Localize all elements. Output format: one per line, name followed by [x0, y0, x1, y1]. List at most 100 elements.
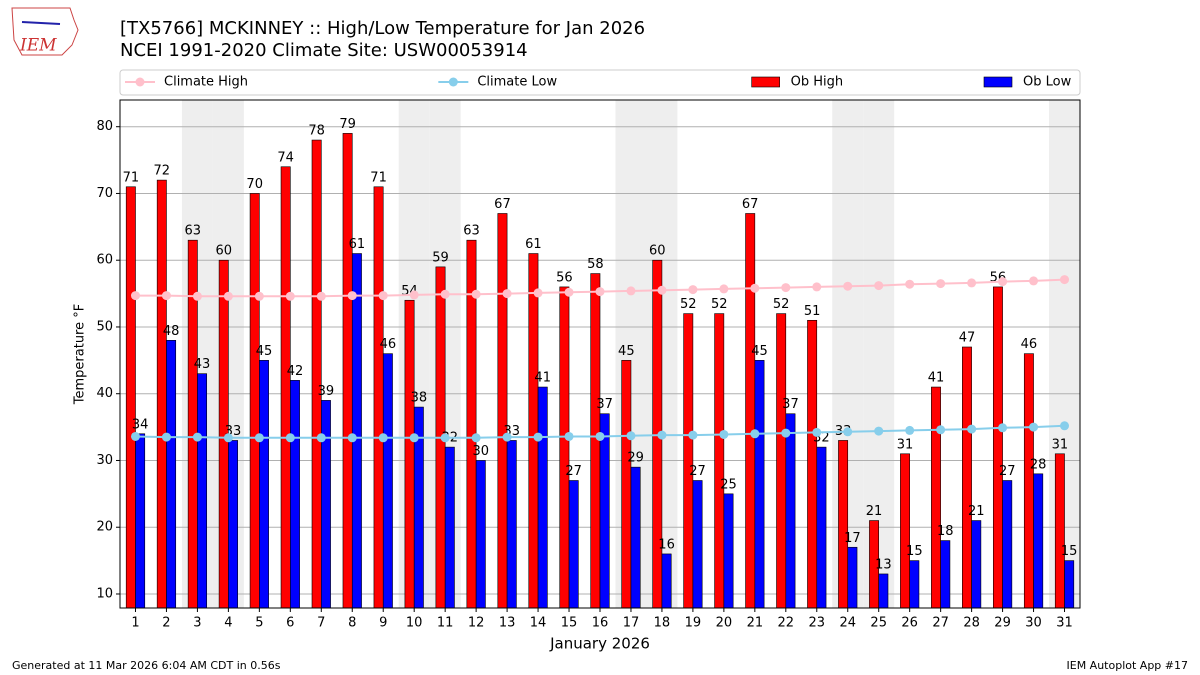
bar: [971, 520, 982, 609]
bar: [249, 193, 260, 609]
line-marker: [657, 285, 667, 295]
x-tick-label: 6: [286, 616, 294, 631]
bar: [382, 353, 393, 609]
data-label: 63: [463, 224, 480, 239]
legend-label: Ob Low: [1023, 75, 1072, 90]
bar: [156, 179, 167, 609]
data-label: 37: [782, 397, 799, 412]
x-tick-label: 1: [131, 616, 139, 631]
data-label: 45: [618, 344, 635, 359]
line-marker: [130, 431, 140, 441]
y-tick-label: 20: [96, 520, 113, 535]
data-label: 41: [534, 371, 551, 386]
y-tick-label: 50: [96, 319, 113, 334]
line-marker: [626, 431, 636, 441]
y-tick-label: 40: [96, 386, 113, 401]
data-label: 28: [1030, 457, 1047, 472]
data-label: 63: [185, 224, 202, 239]
line-marker: [998, 277, 1008, 287]
bar: [630, 466, 641, 609]
line-marker: [936, 425, 946, 435]
line-marker: [254, 291, 264, 301]
line-marker: [285, 291, 295, 301]
bar: [931, 386, 941, 609]
bar: [444, 446, 455, 609]
data-label: 48: [163, 324, 180, 339]
y-tick-label: 30: [96, 453, 113, 468]
bar: [559, 286, 570, 609]
line-marker: [378, 433, 388, 443]
line-marker: [719, 429, 729, 439]
bar: [568, 480, 579, 609]
x-axis-label: January 2026: [549, 635, 650, 653]
x-tick-label: 14: [530, 616, 547, 631]
data-label: 67: [494, 197, 511, 212]
x-tick-label: 27: [932, 616, 949, 631]
bar: [311, 139, 322, 609]
data-label: 67: [742, 197, 759, 212]
line-marker: [533, 288, 543, 298]
bar: [992, 286, 1003, 609]
line-marker: [347, 433, 357, 443]
bar: [342, 133, 353, 609]
data-label: 25: [720, 477, 737, 492]
line-marker: [1060, 275, 1070, 285]
y-tick-label: 80: [96, 119, 113, 134]
bar: [135, 433, 146, 609]
bar: [962, 346, 972, 609]
data-label: 71: [370, 170, 387, 185]
bar: [125, 186, 136, 609]
legend-label: Ob High: [791, 75, 844, 90]
bar: [754, 360, 765, 609]
bar: [785, 413, 796, 609]
legend-swatch: [983, 76, 1013, 88]
data-label: 47: [959, 330, 976, 345]
bar: [838, 440, 849, 609]
line-marker: [192, 291, 202, 301]
bar: [816, 446, 827, 609]
bar: [847, 546, 858, 609]
x-tick-label: 28: [963, 616, 980, 631]
bar: [404, 299, 415, 609]
line-marker: [750, 429, 760, 439]
line-marker: [316, 433, 326, 443]
x-tick-label: 30: [1025, 616, 1042, 631]
data-label: 31: [897, 437, 914, 452]
data-label: 34: [132, 417, 149, 432]
line-marker: [843, 281, 853, 291]
chart-title: [TX5766] MCKINNEY :: High/Low Temperatur…: [120, 18, 645, 39]
x-tick-label: 26: [901, 616, 918, 631]
legend-marker: [448, 77, 458, 87]
data-label: 37: [596, 397, 613, 412]
line-marker: [781, 283, 791, 293]
data-label: 27: [689, 464, 706, 479]
line-marker: [626, 286, 636, 296]
line-marker: [905, 279, 915, 289]
line-marker: [812, 282, 822, 292]
plot-frame: [119, 99, 1081, 609]
line-marker: [874, 281, 884, 291]
logo-text: IEM: [19, 36, 57, 56]
bar: [776, 313, 787, 609]
line-marker: [440, 289, 450, 299]
data-label: 79: [339, 117, 356, 132]
x-tick-label: 13: [499, 616, 516, 631]
bar: [940, 540, 951, 609]
x-tick-label: 3: [193, 616, 201, 631]
line-marker: [285, 433, 295, 443]
data-label: 27: [999, 464, 1016, 479]
line-marker: [316, 291, 326, 301]
data-label: 58: [587, 257, 604, 272]
logo: IEM: [11, 7, 79, 56]
line-marker: [471, 433, 481, 443]
x-tick-label: 12: [468, 616, 485, 631]
bar: [909, 560, 920, 609]
data-label: 38: [411, 391, 428, 406]
bar: [528, 253, 539, 609]
data-label: 43: [194, 357, 211, 372]
bar: [661, 553, 672, 609]
x-tick-label: 10: [406, 616, 423, 631]
data-label: 18: [937, 524, 954, 539]
line-marker: [130, 291, 140, 301]
bar: [290, 380, 300, 609]
